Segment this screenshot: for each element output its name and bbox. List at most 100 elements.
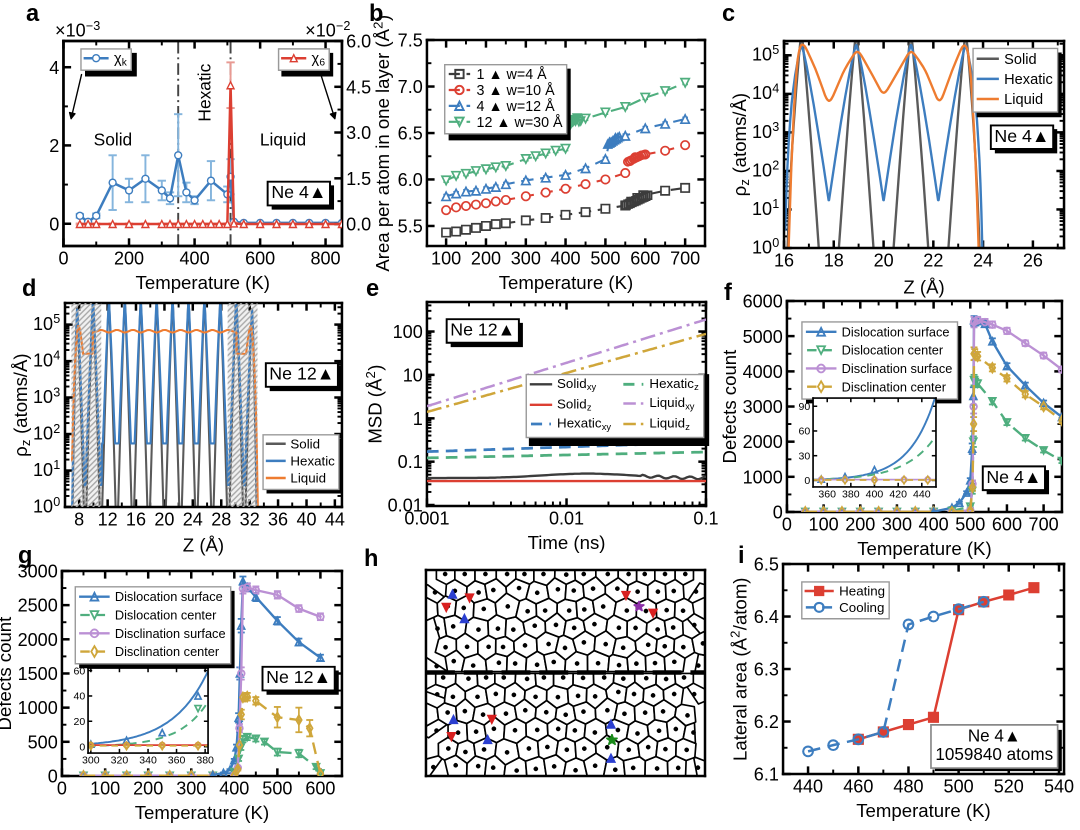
svg-text:0.1: 0.1 [398,452,423,472]
svg-text:Z (Å): Z (Å) [903,277,944,298]
svg-text:Temperature (K): Temperature (K) [856,800,990,821]
svg-text:380: 380 [196,754,214,766]
svg-text:H e x a: H e x a t i c z [649,368,700,393]
svg-text:24: 24 [183,510,203,530]
svg-text:Dislocation surface: Dislocation surface [115,589,223,604]
svg-text:Defects count: Defects count [719,349,740,464]
svg-text:300: 300 [82,754,100,766]
svg-text:0: 0 [782,515,792,535]
svg-text:400: 400 [919,515,949,535]
svg-text:440: 440 [793,777,823,797]
svg-text:Temperature (K): Temperature (K) [857,538,991,559]
svg-text:18: 18 [824,251,844,271]
svg-text:200: 200 [114,249,144,269]
svg-text:44: 44 [325,510,345,530]
svg-text:440: 440 [913,488,931,500]
svg-text:60: 60 [799,426,811,438]
svg-text:320: 320 [111,754,129,766]
svg-text:Solid: Solid [290,436,320,451]
svg-text:0: 0 [79,741,85,753]
svg-text:L i q u: L i q u i d x y [649,387,696,414]
svg-text:Temperature (K): Temperature (K) [135,802,269,823]
svg-text:100: 100 [90,779,120,799]
svg-text:0.01: 0.01 [388,496,423,516]
svg-text:40: 40 [296,510,316,530]
svg-text:Hexatic: Hexatic [1004,72,1053,88]
svg-text:6.5: 6.5 [754,555,779,575]
svg-text:1 0 5: 1 0 5 [752,41,779,66]
svg-text:Disclination center: Disclination center [115,644,220,659]
svg-text:800: 800 [310,249,340,269]
svg-text:480: 480 [893,777,923,797]
svg-text:540: 540 [1044,777,1074,797]
svg-text:400: 400 [550,249,580,269]
svg-text:400: 400 [180,249,210,269]
svg-text:0: 0 [58,249,68,269]
svg-text:600: 600 [992,515,1022,535]
svg-text:0: 0 [57,779,67,799]
svg-text:1000: 1000 [18,698,58,718]
svg-text:Temperature (K): Temperature (K) [136,272,270,293]
svg-text:500: 500 [28,732,58,752]
svg-text:1 0 3: 1 0 3 [33,383,60,408]
svg-text:0.1: 0.1 [693,509,718,529]
svg-text:χ 6: χ 6 [312,43,326,69]
svg-text:340: 340 [139,754,157,766]
svg-text:0.01: 0.01 [549,509,584,529]
svg-text:Cooling: Cooling [839,600,884,615]
svg-text:Time (ns): Time (ns) [528,532,606,553]
svg-text:3000: 3000 [18,562,58,582]
svg-text:3 ▲ w=10 Å: 3 ▲ w=10 Å [477,82,556,99]
svg-text:Ne 12▲: Ne 12▲ [450,320,515,340]
svg-text:1: 1 [413,409,423,429]
svg-text:4 ▲ w=12 Å: 4 ▲ w=12 Å [477,98,556,115]
svg-text:12: 12 [98,510,118,530]
svg-text:520: 520 [994,777,1024,797]
svg-text:0.001: 0.001 [404,509,449,529]
svg-text:× 1 0 −: × 1 0 − 2 [305,10,350,42]
svg-text:36: 36 [268,510,288,530]
svg-text:1.5: 1.5 [346,169,371,189]
svg-text:Disclination center: Disclination center [842,379,947,394]
svg-text:32: 32 [240,510,260,530]
svg-text:400: 400 [866,488,884,500]
svg-text:Temperature (K): Temperature (K) [499,272,633,293]
svg-text:24: 24 [973,251,993,271]
svg-text:Z (Å): Z (Å) [183,534,224,555]
svg-text:500: 500 [262,779,292,799]
svg-text:1 ▲ w=4 Å: 1 ▲ w=4 Å [477,66,548,83]
svg-text:Liquid: Liquid [1004,92,1043,108]
svg-text:c: c [722,1,735,27]
svg-text:600: 600 [245,249,275,269]
svg-text:S o l i: S o l i d x y [557,368,598,395]
svg-text:0: 0 [48,767,58,787]
svg-text:100: 100 [809,515,839,535]
svg-text:100: 100 [431,249,461,269]
svg-text:5000: 5000 [743,327,783,347]
svg-text:0: 0 [804,475,810,487]
svg-text:Heating: Heating [839,584,885,599]
svg-text:Ne 12▲: Ne 12▲ [266,667,331,687]
svg-text:20: 20 [874,251,894,271]
svg-text:6.0: 6.0 [346,32,371,52]
svg-text:0.0: 0.0 [346,215,371,235]
svg-text:28: 28 [211,510,231,530]
svg-text:0: 0 [773,503,783,523]
svg-text:χ k: χ k [114,43,128,69]
svg-text:100: 100 [393,322,423,342]
svg-text:Ne 4▲: Ne 4▲ [271,182,326,202]
svg-text:26: 26 [1023,251,1043,271]
svg-text:16: 16 [774,251,794,271]
svg-text:40: 40 [74,691,86,703]
svg-text:Ne 4▲: Ne 4▲ [968,727,1021,746]
svg-text:1 0 1: 1 0 1 [33,456,60,481]
svg-text:7.0: 7.0 [398,77,423,97]
svg-text:4000: 4000 [743,362,783,382]
svg-text:1059840 atoms: 1059840 atoms [935,745,1053,764]
svg-text:30: 30 [799,450,811,462]
svg-text:2: 2 [49,136,59,156]
svg-text:4: 4 [49,58,59,78]
svg-text:1000: 1000 [743,467,783,487]
svg-text:4.5: 4.5 [346,77,371,97]
svg-text:1 0 1: 1 0 1 [752,195,779,220]
